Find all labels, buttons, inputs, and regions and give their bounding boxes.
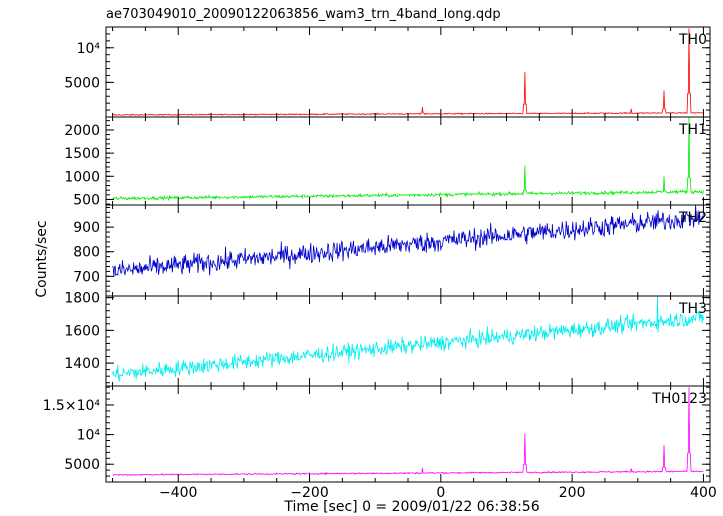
series-line-th1: [112, 117, 704, 202]
y-tick-label: 700: [73, 269, 100, 285]
y-tick-label: 500: [73, 192, 100, 208]
x-axis-label: Time [sec] 0 = 2009/01/22 06:38:56: [283, 499, 539, 515]
panel-label-th1: TH1: [678, 122, 707, 138]
panel-th0123: 5000 10⁴ 1.5×10⁴ TH0123: [43, 385, 711, 483]
x-axis: −400 −200 0 200 400: [159, 485, 717, 501]
y-tick-label: 5000: [64, 457, 100, 473]
y-tick-label: 800: [73, 245, 100, 261]
y-tick-label: 900: [73, 220, 100, 236]
panel-frame: [105, 116, 711, 206]
panel-label-th0: TH0: [678, 32, 707, 48]
panel-th2: 700 800 900 TH2: [73, 204, 711, 297]
y-tick-label: 1600: [64, 323, 100, 339]
panel-th1: 500 1000 1500 2000 TH1: [64, 116, 711, 208]
x-tick-label: 200: [559, 485, 586, 501]
y-tick-label: 10⁴: [77, 41, 101, 57]
x-tick-label: −200: [290, 485, 328, 501]
y-axis-label: Counts/sec: [34, 220, 50, 297]
panel-frame: [105, 26, 711, 118]
panel-label-th0123: TH0123: [651, 391, 707, 407]
series-line-th2: [112, 205, 704, 277]
panel-frame: [105, 385, 711, 483]
series-line-th0: [112, 28, 704, 117]
y-tick-label: 2000: [64, 123, 100, 139]
panel-label-th2: TH2: [678, 210, 707, 226]
chart-title: ae703049010_20090122063856_wam3_trn_4ban…: [106, 7, 501, 22]
y-tick-label: 1.5×10⁴: [43, 398, 101, 414]
panel-frame: [105, 295, 711, 387]
x-tick-label: −400: [159, 485, 197, 501]
series-line-th0123: [112, 387, 704, 477]
y-tick-label: 1800: [64, 291, 100, 307]
y-tick-label: 5000: [64, 75, 100, 91]
y-tick-label: 10⁴: [77, 428, 101, 444]
panel-th0: 5000 10⁴ TH0: [64, 26, 711, 118]
panel-th3: 1400 1600 1800 TH3: [64, 291, 711, 387]
y-tick-label: 1000: [64, 169, 100, 185]
x-tick-label: 0: [436, 485, 445, 501]
series-line-th3: [112, 296, 704, 382]
y-tick-label: 1400: [64, 356, 100, 372]
x-tick-label: 400: [690, 485, 717, 501]
panel-label-th3: TH3: [678, 301, 707, 317]
y-tick-label: 1500: [64, 146, 100, 162]
panels-group: 5000 10⁴ TH0 500 1000 1500 2000 TH1 700 800 900 TH2…: [43, 26, 711, 483]
